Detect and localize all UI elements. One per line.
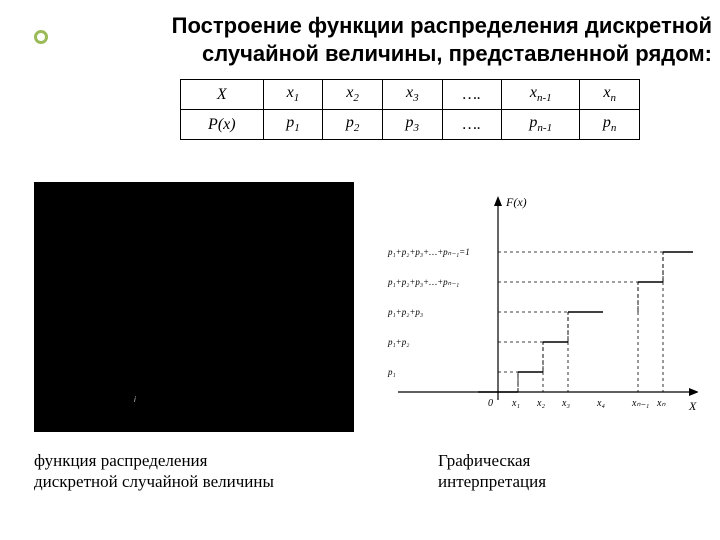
svg-text:0: 0 xyxy=(488,398,493,409)
caption-left: функция распределения дискретной случайн… xyxy=(34,450,274,493)
table-cell: x1 xyxy=(263,80,323,110)
table-cell: …. xyxy=(442,110,502,140)
table-cell: p1 xyxy=(263,110,323,140)
table-cell: p3 xyxy=(382,110,442,140)
caption-right: Графическая интерпретация xyxy=(438,450,546,493)
svg-text:p₁+p₂+p₃+…+pₙ₋₁=1: p₁+p₂+p₃+…+pₙ₋₁=1 xyxy=(387,247,470,257)
svg-text:p₁: p₁ xyxy=(387,367,396,377)
svg-text:p₁+p₂: p₁+p₂ xyxy=(387,337,409,347)
table-cell: xn-1 xyxy=(502,80,580,110)
formula-block: i xyxy=(34,182,354,432)
table-cell: xn xyxy=(580,80,640,110)
table-cell: …. xyxy=(442,80,502,110)
svg-text:i: i xyxy=(134,395,136,404)
caption-left-l1: функция распределения xyxy=(34,451,207,470)
svg-text:p₁+p₂+p₃: p₁+p₂+p₃ xyxy=(387,307,423,317)
distribution-table: Xx1x2x3….xn-1xn P(x)p1p2p3….pn-1pn xyxy=(180,79,640,140)
title-line1: Построение функции распределения дискрет… xyxy=(172,13,712,38)
caption-right-l2: интерпретация xyxy=(438,472,546,491)
svg-text:xₙ: xₙ xyxy=(656,398,666,409)
caption-left-l2: дискретной случайной величины xyxy=(34,472,274,491)
table-cell: P(x) xyxy=(181,110,264,140)
bullet-icon xyxy=(34,30,48,44)
table-cell: pn xyxy=(580,110,640,140)
svg-text:F(x): F(x) xyxy=(505,195,527,209)
svg-text:x₄: x₄ xyxy=(596,398,605,409)
svg-text:x₃: x₃ xyxy=(561,398,570,409)
table-cell: p2 xyxy=(323,110,383,140)
svg-text:xₙ₋₁: xₙ₋₁ xyxy=(631,398,649,409)
table-cell: x3 xyxy=(382,80,442,110)
svg-text:x₁: x₁ xyxy=(511,398,520,409)
table-cell: pn-1 xyxy=(502,110,580,140)
slide-title: Построение функции распределения дискрет… xyxy=(0,0,720,73)
step-chart: F(x) X 0 p₁ p₁+p₂ p₁+p₂+p₃ p₁+p₂+p₃+…+pₙ₋₁ p₁+p… xyxy=(378,182,698,432)
svg-text:X: X xyxy=(688,399,697,413)
table-cell: x2 xyxy=(323,80,383,110)
title-line2: случайной величины, представленной рядом… xyxy=(202,41,712,66)
svg-text:p₁+p₂+p₃+…+pₙ₋₁: p₁+p₂+p₃+…+pₙ₋₁ xyxy=(387,277,459,287)
caption-right-l1: Графическая xyxy=(438,451,530,470)
svg-text:x₂: x₂ xyxy=(536,398,545,409)
table-cell: X xyxy=(181,80,264,110)
